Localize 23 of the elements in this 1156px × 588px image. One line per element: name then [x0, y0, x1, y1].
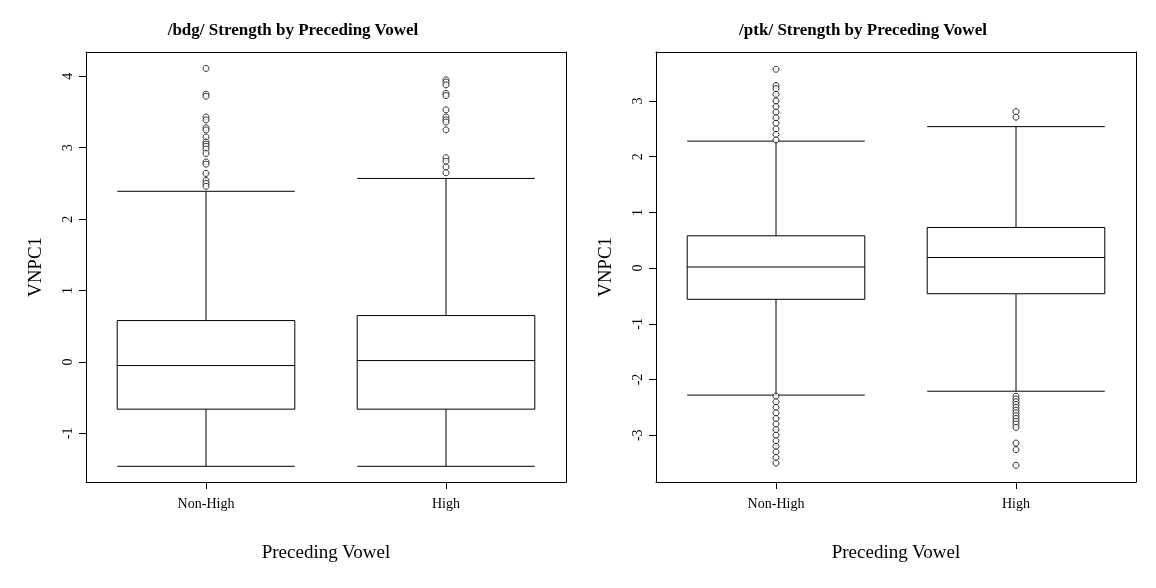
- y-tick-label: 1: [59, 287, 75, 295]
- x-tick-label: Non-High: [177, 495, 235, 511]
- y-tick-label: 3: [629, 97, 645, 105]
- x-axis-title: Preceding Vowel: [831, 541, 961, 562]
- x-axis-title: Preceding Vowel: [261, 541, 391, 562]
- y-axis-title: VNPC1: [594, 236, 615, 298]
- y-tick-label: -3: [629, 429, 645, 442]
- y-tick-label: -1: [59, 427, 75, 440]
- y-tick-label: -2: [629, 373, 645, 386]
- y-tick-label: 4: [59, 72, 75, 80]
- x-tick-label: High: [1002, 495, 1030, 511]
- x-tick-label: Non-High: [747, 495, 805, 511]
- y-tick-label: 2: [59, 215, 75, 223]
- chart-title: /bdg/ Strength by Preceding Vowel: [166, 20, 419, 39]
- y-tick-label: 1: [629, 208, 645, 216]
- y-axis-title: VNPC1: [24, 236, 45, 298]
- y-tick-label: 3: [59, 144, 75, 152]
- y-tick-label: 2: [629, 153, 645, 161]
- y-tick-label: 0: [59, 358, 75, 366]
- y-tick-label: 0: [629, 264, 645, 272]
- x-tick-label: High: [432, 495, 460, 511]
- chart-title: /ptk/ Strength by Preceding Vowel: [738, 20, 988, 39]
- y-tick-label: -1: [629, 317, 645, 330]
